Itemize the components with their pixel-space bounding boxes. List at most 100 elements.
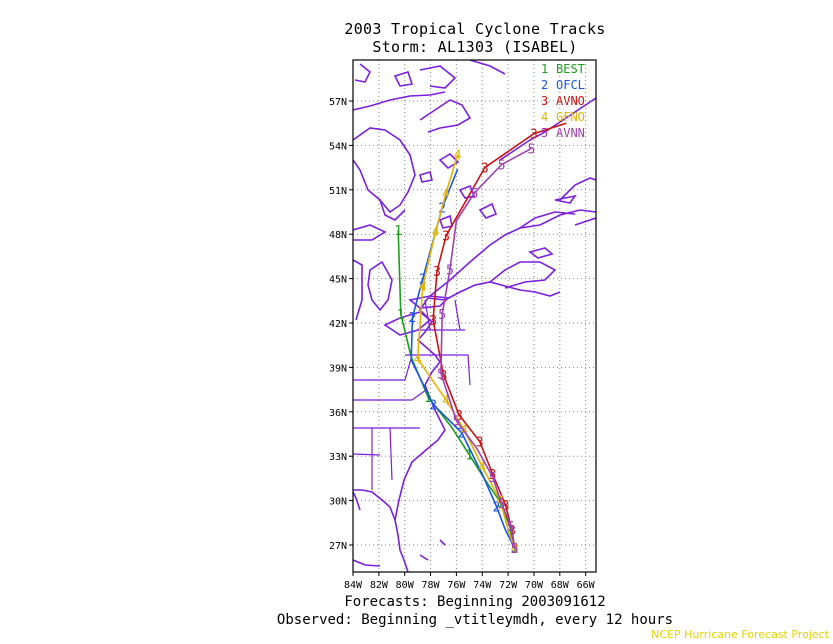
gaspe xyxy=(519,211,576,229)
st-lawrence xyxy=(429,209,596,297)
legend-label-best: BEST xyxy=(556,62,585,76)
track-marker-gfno: 4 xyxy=(419,280,427,295)
lakes-interior xyxy=(419,152,498,229)
storm-subtitle: Storm: AL1303 (ISABEL) xyxy=(372,38,578,56)
lake-superior xyxy=(353,224,387,241)
track-marker-ofcl: 2 xyxy=(511,542,519,557)
track-marker-avnn: 5 xyxy=(438,308,446,323)
florida-west xyxy=(353,491,361,511)
credit-text: NCEP Hurricane Forecast Project xyxy=(651,628,829,641)
track-marker-avnn: 5 xyxy=(498,159,506,174)
lat-tick-label: 45N xyxy=(329,275,347,286)
track-marker-avnn: 5 xyxy=(437,367,445,382)
lon-tick-label: 80W xyxy=(396,580,415,591)
lon-tick-label: 66W xyxy=(577,580,596,591)
nova-scotia xyxy=(489,261,557,289)
lat-tick-label: 33N xyxy=(329,452,347,463)
lake-erie xyxy=(383,311,432,336)
track-marker-best: 1 xyxy=(424,391,432,406)
track-marker-ofcl: 2 xyxy=(429,398,437,413)
anticosti xyxy=(554,194,577,204)
track-marker-ofcl: 2 xyxy=(419,273,427,288)
track-marker-avno: 3 xyxy=(511,542,519,557)
islands-n xyxy=(354,63,414,87)
track-marker-avno: 3 xyxy=(455,409,463,424)
lon-tick-label: 68W xyxy=(551,580,570,591)
track-marker-ofcl: 2 xyxy=(493,501,501,516)
legend-label-avnn: AVNN xyxy=(556,126,585,140)
track-marker-avnn: 5 xyxy=(507,520,515,535)
plot-frame xyxy=(352,59,597,573)
lon-tick-label: 84W xyxy=(344,580,363,591)
lat-lon-grid xyxy=(352,60,596,572)
track-marker-best: 1 xyxy=(397,308,405,323)
axis-ticks: 27N 30N 33N 36N 39N 42N 45N 48N 51N 54N 57N 84W 82W 8… xyxy=(329,97,596,591)
lat-tick-label: 51N xyxy=(329,186,347,197)
legend-label-avno: AVNO xyxy=(556,94,585,108)
lat-tick-label: 48N xyxy=(329,230,347,241)
track-marker-gfno: 4 xyxy=(432,225,440,240)
newfoundland xyxy=(559,177,596,226)
lat-tick-label: 27N xyxy=(329,541,347,552)
track-marker-best: 1 xyxy=(511,542,519,557)
track-ofcl xyxy=(410,168,516,549)
legend: 1 BEST 2 OFCL 3 AVNO 4 GFNO 5 AVNN xyxy=(541,62,585,140)
observed-caption: Observed: Beginning _vtitleymdh, every 1… xyxy=(276,612,674,628)
track-marker-avnn: 5 xyxy=(511,542,519,557)
track-avno xyxy=(432,122,567,549)
track-marker-ofcl: 2 xyxy=(409,311,417,326)
lake-michigan xyxy=(353,259,363,321)
james-bay xyxy=(379,199,406,221)
track-marker-avno: 3 xyxy=(440,369,448,384)
track-marker-gfno: 4 xyxy=(454,148,462,163)
track-marker-avnn: 5 xyxy=(489,471,497,486)
track-marker-avno: 3 xyxy=(442,230,450,245)
forecast-tracks: 1111112222222333333333333444444444455555… xyxy=(394,122,567,557)
track-marker-gfno: 4 xyxy=(478,461,486,476)
forecasts-caption: Forecasts: Beginning 2003091612 xyxy=(344,594,606,610)
lat-tick-label: 30N xyxy=(329,497,347,508)
track-marker-avno: 3 xyxy=(429,314,437,329)
cuba-bahamas xyxy=(353,539,446,567)
track-marker-gfno: 4 xyxy=(511,542,519,557)
lat-tick-label: 36N xyxy=(329,408,347,419)
map-title: 2003 Tropical Cyclone Tracks xyxy=(344,20,606,38)
track-marker-gfno: 4 xyxy=(414,353,422,368)
track-marker-avno: 3 xyxy=(502,499,510,514)
track-marker-gfno: 4 xyxy=(442,187,450,202)
lon-tick-label: 76W xyxy=(447,580,466,591)
us-east-coastline xyxy=(353,489,409,572)
lat-tick-label: 57N xyxy=(329,97,347,108)
pei xyxy=(528,247,554,259)
track-gfno xyxy=(416,154,516,549)
se-coast xyxy=(394,281,561,521)
track-marker-gfno: 4 xyxy=(442,394,450,409)
track-marker-ofcl: 2 xyxy=(458,427,466,442)
legend-number: 2 xyxy=(541,78,548,92)
hudson-strait xyxy=(353,91,446,111)
north-coast xyxy=(419,60,506,89)
legend-number: 4 xyxy=(541,110,548,124)
track-marker-avno: 3 xyxy=(433,265,441,280)
track-marker-avnn: 5 xyxy=(446,264,454,279)
lon-tick-label: 74W xyxy=(473,580,492,591)
track-marker-avnn: 5 xyxy=(527,142,535,157)
lake-huron xyxy=(367,260,393,312)
ungava-bay xyxy=(419,99,472,133)
legend-number: 3 xyxy=(541,94,548,108)
track-marker-avnn: 5 xyxy=(498,498,506,513)
track-marker-avno: 3 xyxy=(481,162,489,177)
track-marker-avnn: 5 xyxy=(452,415,460,430)
track-marker-avno: 3 xyxy=(530,128,538,143)
lon-tick-label: 72W xyxy=(499,580,518,591)
legend-number: 5 xyxy=(541,126,548,140)
track-marker-avno: 3 xyxy=(476,435,484,450)
lon-tick-label: 78W xyxy=(422,580,441,591)
legend-label-ofcl: OFCL xyxy=(556,78,585,92)
legend-number: 1 xyxy=(541,62,548,76)
lon-tick-label: 70W xyxy=(525,580,544,591)
legend-label-gfno: GFNO xyxy=(556,110,585,124)
lon-tick-label: 82W xyxy=(370,580,389,591)
track-marker-best: 1 xyxy=(394,224,402,239)
